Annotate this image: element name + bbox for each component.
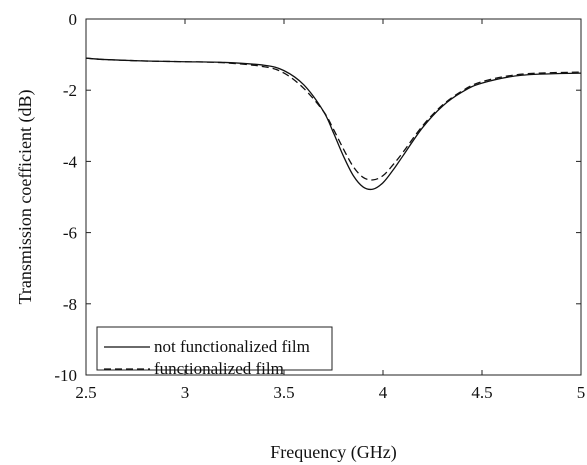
- y-axis-label: Transmission coefficient (dB): [15, 90, 36, 305]
- y-tick-label: -2: [63, 81, 77, 100]
- x-tick-label: 5: [577, 383, 586, 402]
- y-tick-label: -8: [63, 295, 77, 314]
- legend: not functionalized film functionalized f…: [96, 326, 333, 378]
- x-tick-label: 2.5: [75, 383, 96, 402]
- series-lines: [85, 57, 582, 191]
- y-tick-label: -10: [54, 366, 77, 385]
- x-tick-labels: 2.5 3 3.5 4 4.5 5: [75, 383, 585, 402]
- x-tick-label: 3.5: [273, 383, 294, 402]
- series-line-functionalized: [85, 57, 582, 181]
- x-tick-label: 3: [181, 383, 190, 402]
- plot-area: [85, 18, 582, 376]
- axis-ticks: [85, 18, 582, 376]
- x-tick-label: 4.5: [471, 383, 492, 402]
- y-tick-label: -6: [63, 224, 77, 243]
- legend-label-not-functionalized: not functionalized film: [154, 337, 310, 356]
- y-tick-label: -4: [63, 152, 78, 171]
- legend-label-functionalized: functionalized film: [154, 359, 284, 378]
- x-tick-label: 4: [379, 383, 388, 402]
- y-tick-labels: 0 -2 -4 -6 -8 -10: [54, 10, 77, 385]
- x-axis-label: Frequency (GHz): [270, 442, 396, 463]
- y-tick-label: 0: [69, 10, 78, 29]
- legend-box: [96, 326, 333, 371]
